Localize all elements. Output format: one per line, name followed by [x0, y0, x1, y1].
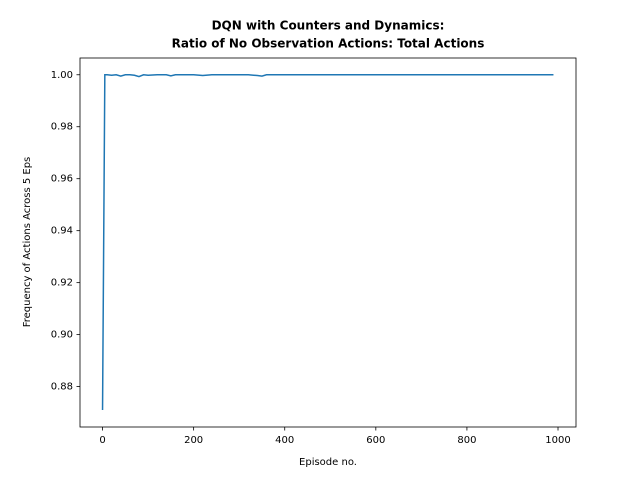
line — [101, 73, 554, 410]
y-tick-label: 0.98 — [51, 122, 73, 133]
x-tick-label: 400 — [275, 435, 294, 446]
x-tick-label: 600 — [366, 435, 385, 446]
x-tick-label: 0 — [99, 435, 105, 446]
x-tick-label: 200 — [184, 435, 203, 446]
x-tick-label: 1000 — [545, 435, 570, 446]
y-tick-label: 1.00 — [51, 70, 73, 81]
x-axis-label: Episode no. — [299, 457, 357, 468]
y-tick-label: 0.94 — [51, 226, 73, 237]
chart-title: Ratio of No Observation Actions: Total A… — [172, 37, 485, 51]
y-tick-label: 0.96 — [51, 174, 73, 185]
y-tick-label: 0.88 — [51, 382, 73, 393]
plot-frame — [79, 57, 577, 428]
x-tick-label: 800 — [457, 435, 476, 446]
y-tick-label: 0.92 — [51, 278, 73, 289]
chart-title: DQN with Counters and Dynamics: — [212, 19, 445, 33]
y-axis-label: Frequency of Actions Across 5 Eps — [22, 157, 33, 328]
y-tick-label: 0.90 — [51, 330, 73, 341]
